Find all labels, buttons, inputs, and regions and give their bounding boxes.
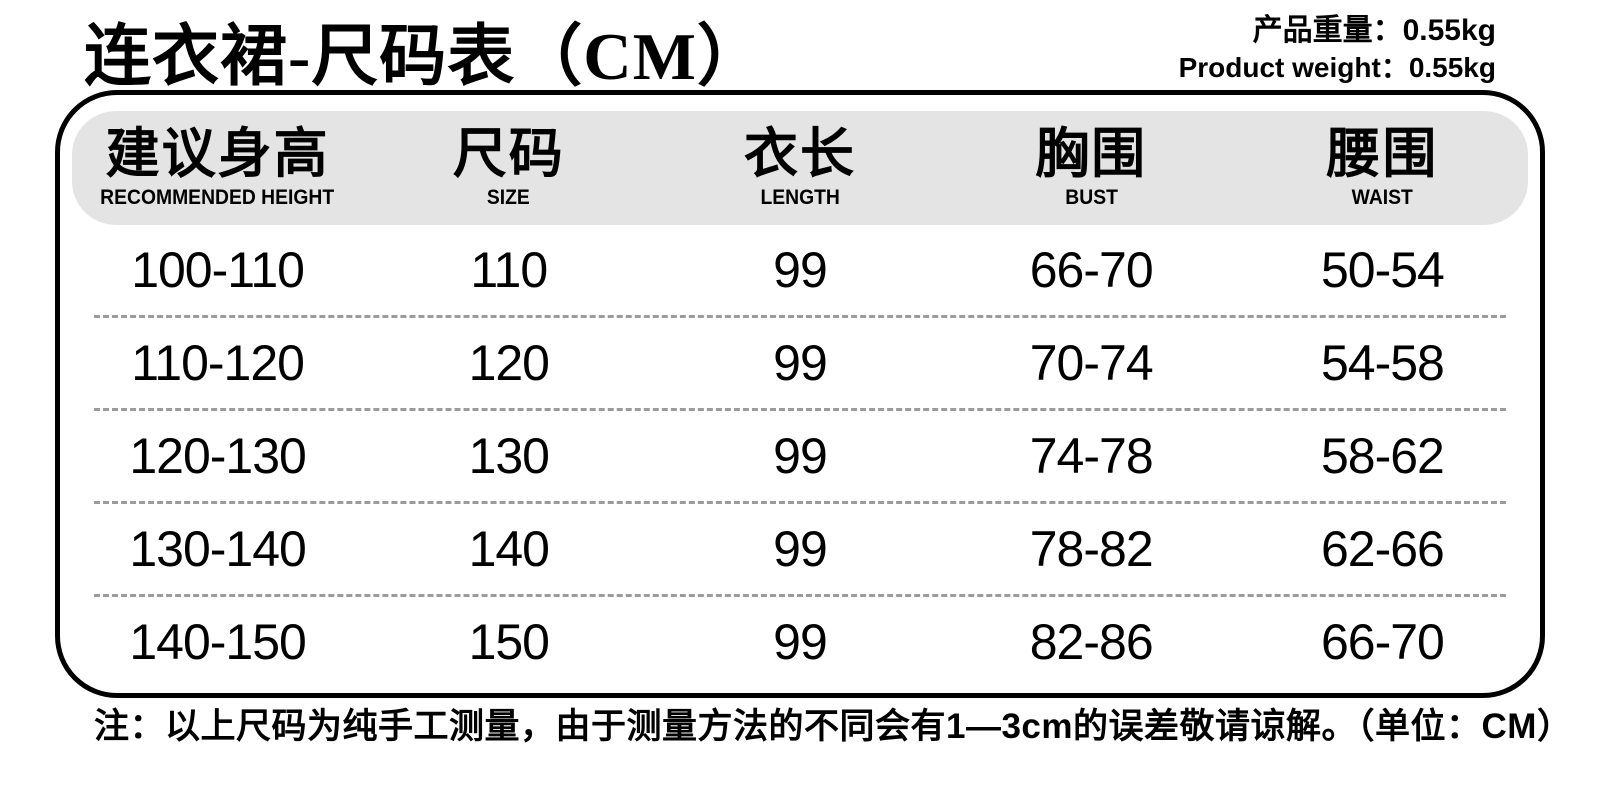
measurement-note: 注：以上尺码为纯手工测量，由于测量方法的不同会有1—3cm的误差敬请谅解。（单位… (94, 707, 1573, 746)
cell-size: 110 (470, 242, 548, 298)
cell-waist: 58-62 (1320, 428, 1445, 484)
cell-height: 100-110 (131, 242, 305, 298)
column-header-en: RECOMMENDED HEIGHT (100, 185, 335, 209)
cell-bust: 78-82 (1029, 521, 1154, 577)
cell-waist: 54-58 (1320, 335, 1445, 391)
row-divider (94, 315, 1506, 318)
cell-size: 150 (468, 614, 550, 670)
product-weight-cn: 产品重量：0.55kg (1252, 14, 1496, 47)
cell-waist: 50-54 (1320, 242, 1445, 298)
cell-bust: 66-70 (1029, 242, 1154, 298)
column-header-en: BUST (1064, 185, 1118, 209)
column-header-recommended-height: 建议身高 RECOMMENDED HEIGHT (72, 111, 363, 225)
product-weight-block: 产品重量：0.55kg Product weight：0.55kg (1179, 12, 1496, 85)
cell-height: 140-150 (129, 614, 307, 670)
table-body: 100-110 110 99 66-70 50-54 110-120 120 9… (72, 225, 1528, 687)
product-weight-en: Product weight：0.55kg (1178, 51, 1496, 83)
cell-bust: 82-86 (1029, 614, 1154, 670)
cell-length: 99 (773, 614, 828, 670)
cell-size: 130 (468, 428, 550, 484)
column-header-size: 尺码 SIZE (363, 111, 654, 225)
column-header-cn: 建议身高 (105, 124, 330, 185)
cell-waist: 62-66 (1320, 521, 1445, 577)
column-header-bust: 胸围 BUST (946, 111, 1237, 225)
cell-length: 99 (773, 242, 828, 298)
table-row: 100-110 110 99 66-70 50-54 (72, 225, 1528, 315)
column-header-en: WAIST (1351, 185, 1413, 209)
column-header-waist: 腰围 WAIST (1237, 111, 1528, 225)
cell-length: 99 (773, 521, 828, 577)
cell-size: 120 (468, 335, 550, 391)
cell-height: 120-130 (129, 428, 307, 484)
cell-length: 99 (773, 428, 828, 484)
table-header-row: 建议身高 RECOMMENDED HEIGHT 尺码 SIZE 衣长 LENGT… (72, 111, 1528, 225)
column-header-length: 衣长 LENGTH (654, 111, 945, 225)
column-header-cn: 衣长 (743, 124, 856, 185)
column-header-cn: 尺码 (452, 124, 565, 185)
page-title: 连衣裙-尺码表（CM） (84, 20, 765, 94)
row-divider (94, 594, 1506, 597)
row-divider (94, 501, 1506, 504)
cell-length: 99 (773, 335, 828, 391)
column-header-cn: 胸围 (1035, 124, 1148, 185)
cell-height: 130-140 (129, 521, 307, 577)
cell-bust: 70-74 (1029, 335, 1154, 391)
size-table: 建议身高 RECOMMENDED HEIGHT 尺码 SIZE 衣长 LENGT… (55, 90, 1545, 698)
column-header-en: SIZE (487, 185, 531, 209)
table-row: 140-150 150 99 82-86 66-70 (72, 597, 1528, 687)
row-divider (94, 408, 1506, 411)
column-header-cn: 腰围 (1326, 124, 1439, 185)
cell-height: 110-120 (131, 335, 305, 391)
table-row: 110-120 120 99 70-74 54-58 (72, 318, 1528, 408)
table-row: 130-140 140 99 78-82 62-66 (72, 504, 1528, 594)
cell-size: 140 (468, 521, 550, 577)
table-row: 120-130 130 99 74-78 58-62 (72, 411, 1528, 501)
column-header-en: LENGTH (760, 185, 840, 209)
cell-waist: 66-70 (1320, 614, 1445, 670)
cell-bust: 74-78 (1029, 428, 1154, 484)
